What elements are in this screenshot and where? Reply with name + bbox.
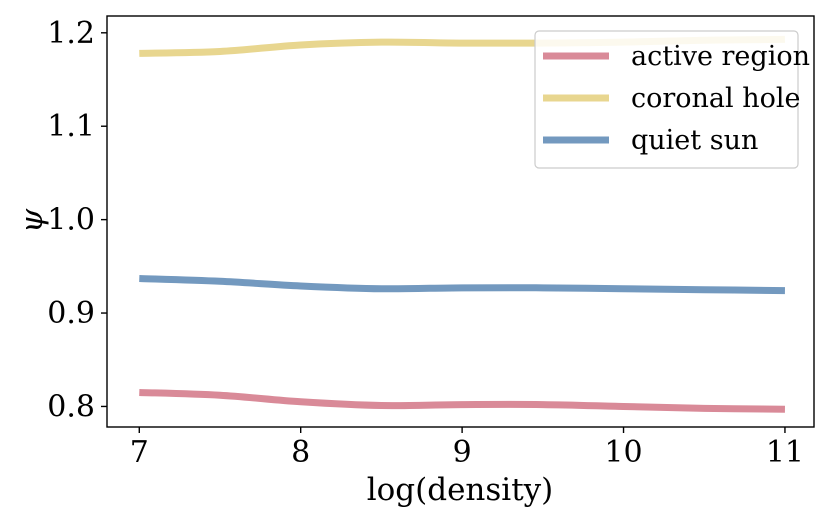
legend-box bbox=[534, 30, 799, 169]
x-tick-label: 10 bbox=[604, 435, 642, 470]
legend-items: active region coronal hole quiet sun bbox=[543, 41, 810, 156]
y-tick-label: 1.1 bbox=[47, 109, 95, 144]
x-axis-ticks: 7 8 9 10 11 bbox=[130, 427, 804, 470]
series-line-active-region bbox=[139, 388, 785, 413]
legend-label-quiet-sun: quiet sun bbox=[631, 125, 758, 156]
y-tick-label: 1.0 bbox=[47, 203, 95, 238]
x-axis-label: log(density) bbox=[367, 472, 554, 508]
plot-frame bbox=[106, 15, 815, 428]
legend-label-coronal-hole: coronal hole bbox=[631, 83, 801, 114]
x-tick-label: 8 bbox=[291, 435, 310, 470]
series-line-quiet-sun bbox=[139, 274, 785, 295]
y-tick-label: 0.8 bbox=[47, 389, 95, 424]
legend: active region coronal hole quiet sun bbox=[534, 30, 810, 169]
x-tick-label: 11 bbox=[766, 435, 804, 470]
legend-label-active-region: active region bbox=[631, 41, 810, 72]
y-tick-label: 0.9 bbox=[47, 296, 95, 331]
x-tick-label: 9 bbox=[453, 435, 472, 470]
x-tick-label: 7 bbox=[130, 435, 149, 470]
y-axis-ticks: 0.8 0.9 1.0 1.1 1.2 bbox=[47, 16, 107, 424]
y-axis-label: ψ bbox=[14, 208, 50, 233]
y-tick-label: 1.2 bbox=[47, 16, 95, 51]
